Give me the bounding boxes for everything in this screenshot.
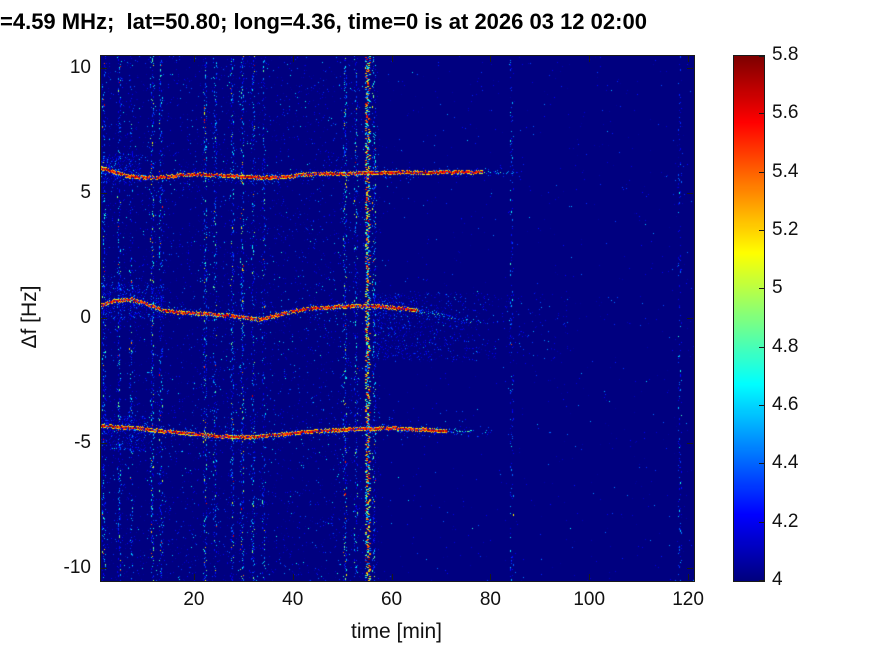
- colorbar-canvas: [734, 56, 764, 581]
- x-tick-mark-top: [193, 56, 195, 62]
- x-tick-mark-top: [490, 56, 492, 62]
- x-tick-mark: [292, 574, 294, 580]
- x-tick-label: 80: [479, 589, 501, 610]
- y-tick-label: 0: [80, 306, 91, 328]
- y-tick-label: 10: [69, 56, 91, 78]
- y-tick-mark-right: [687, 317, 693, 319]
- x-tick-mark: [688, 574, 690, 580]
- colorbar-tick-label: 4.2: [772, 510, 799, 532]
- x-tick-mark: [193, 574, 195, 580]
- x-tick-mark-top: [589, 56, 591, 62]
- colorbar-tick-label: 4.4: [772, 452, 799, 474]
- colorbar-tick-mark: [759, 405, 764, 406]
- x-tick-label: 60: [380, 589, 403, 610]
- chart-title: =4.59 MHz; lat=50.80; long=4.36, time=0 …: [0, 9, 647, 34]
- y-tick-mark-right: [687, 67, 693, 69]
- x-tick-mark-top: [292, 56, 294, 62]
- x-tick-mark: [391, 574, 393, 580]
- x-tick-mark: [589, 574, 591, 580]
- colorbar-tick-label: 5: [772, 277, 783, 299]
- colorbar: [733, 55, 765, 582]
- colorbar-tick-mark: [759, 171, 764, 173]
- colorbar-tick-label: 5.2: [772, 219, 799, 240]
- colorbar-tick-label: 5.6: [772, 102, 799, 124]
- y-tick-mark-right: [687, 192, 693, 194]
- y-tick-label: -10: [63, 556, 91, 578]
- y-tick-mark: [101, 67, 107, 69]
- colorbar-tick-label: 5.8: [772, 44, 799, 65]
- colorbar-tick-label: 4: [772, 569, 783, 590]
- x-tick-label: 20: [183, 589, 205, 610]
- x-tick-mark-top: [391, 56, 393, 62]
- y-axis-label: Δf [Hz]: [18, 285, 41, 349]
- colorbar-tick-mark: [759, 346, 764, 348]
- x-tick-label: 120: [672, 589, 704, 610]
- y-tick-label: -5: [74, 431, 91, 453]
- spectrogram-canvas: [101, 56, 694, 581]
- colorbar-tick-mark: [759, 521, 764, 523]
- y-tick-label: 5: [80, 181, 91, 203]
- plot-area: [100, 55, 695, 582]
- x-tick-mark: [490, 574, 492, 580]
- colorbar-tick-mark: [759, 113, 764, 115]
- x-axis-label: time [min]: [350, 620, 442, 643]
- colorbar-tick-mark: [759, 580, 764, 581]
- y-tick-mark: [101, 442, 107, 444]
- colorbar-tick-mark: [759, 230, 764, 231]
- x-tick-label: 40: [282, 589, 304, 610]
- colorbar-tick-label: 4.8: [772, 335, 799, 357]
- colorbar-tick-label: 5.4: [772, 160, 799, 182]
- y-tick-mark: [101, 567, 107, 569]
- colorbar-tick-label: 4.6: [772, 394, 799, 415]
- y-tick-mark-right: [687, 567, 693, 569]
- colorbar-tick-mark: [759, 56, 764, 57]
- colorbar-tick-mark: [759, 463, 764, 465]
- x-tick-label: 100: [573, 589, 606, 610]
- y-tick-mark-right: [687, 442, 693, 444]
- x-tick-mark-top: [688, 56, 690, 62]
- colorbar-tick-mark: [759, 288, 764, 290]
- y-tick-mark: [101, 317, 107, 319]
- y-tick-mark: [101, 192, 107, 194]
